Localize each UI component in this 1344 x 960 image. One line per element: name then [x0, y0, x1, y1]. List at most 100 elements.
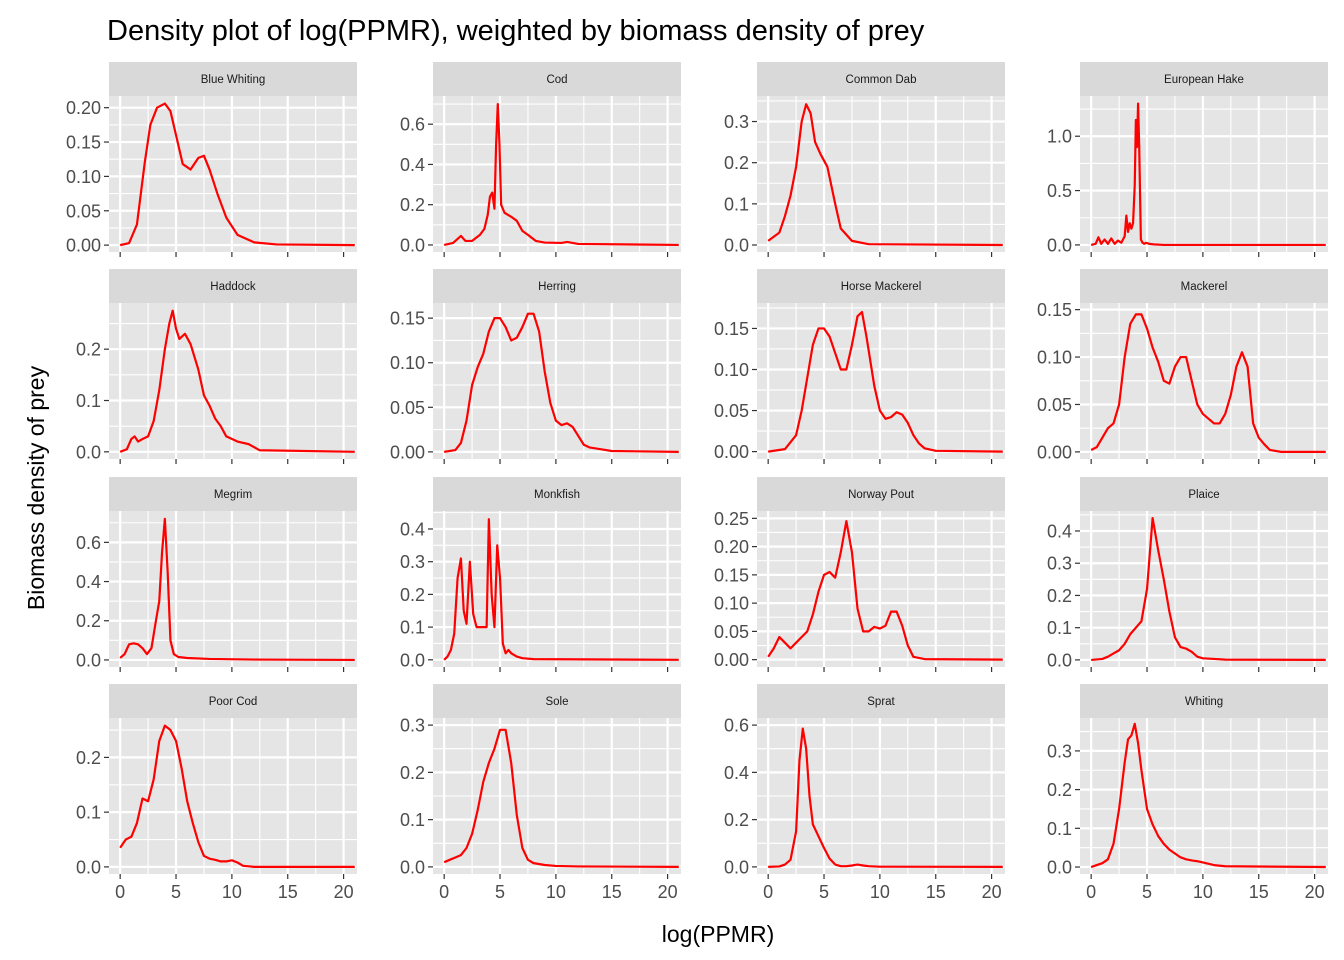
strip-plaice [1080, 477, 1328, 511]
strip-label-mackerel: Mackerel [1181, 281, 1228, 293]
y-tick-label: 0.0 [76, 857, 101, 877]
strip-label-norway-pout: Norway Pout [848, 489, 915, 501]
grid-mackerel [1080, 303, 1328, 459]
y-tick-label: 0.0 [400, 857, 425, 877]
strip-label-megrim: Megrim [214, 489, 252, 501]
y-tick-label: 0.2 [724, 153, 749, 173]
x-tick-label: 10 [1193, 882, 1213, 902]
density-line-whiting [1090, 722, 1326, 869]
grid-common-dab [757, 96, 1005, 252]
y-tick-label: 0.15 [1037, 300, 1072, 320]
x-tick-label: 15 [926, 882, 946, 902]
grid-cod [433, 96, 681, 252]
y-tick-label: 0.0 [76, 650, 101, 670]
y-tick-label: 0.2 [76, 340, 101, 360]
x-tick-label: 5 [1142, 882, 1152, 902]
y-tick-label: 0.2 [1047, 780, 1072, 800]
y-tick-label: 0.1 [400, 810, 425, 830]
strip-label-monkfish: Monkfish [534, 489, 580, 501]
strip-label-whiting: Whiting [1185, 696, 1223, 708]
x-tick-label: 20 [1305, 882, 1325, 902]
panel-background-cod [433, 96, 681, 252]
panel-background-megrim [109, 511, 357, 667]
x-tick-label: 10 [546, 882, 566, 902]
y-tick-label: 0.0 [76, 442, 101, 462]
x-tick-label: 0 [763, 882, 773, 902]
x-tick-label: 5 [819, 882, 829, 902]
y-tick-label: 0.1 [724, 194, 749, 214]
y-tick-label: 0.15 [390, 309, 425, 329]
density-line-cod [443, 102, 679, 247]
y-tick-label: 0.00 [390, 442, 425, 462]
chart-title: Density plot of log(PPMR), weighted by b… [107, 15, 925, 47]
y-tick-label: 0.3 [724, 112, 749, 132]
y-tick-label: 0.1 [76, 803, 101, 823]
panel-european-hake: European Hake 0.0 0.5 1.0 [1047, 62, 1328, 257]
x-tick-label: 20 [334, 882, 354, 902]
y-tick-label: 0.1 [76, 391, 101, 411]
strip-label-european-hake: European Hake [1164, 74, 1244, 86]
panel-background-whiting [1080, 718, 1328, 874]
x-tick-label: 5 [171, 882, 181, 902]
y-tick-label: 0.6 [400, 115, 425, 135]
density-line-herring [443, 312, 679, 453]
facet-panels: Blue Whiting0.000.050.100.150.20Cod0.00.… [66, 62, 1328, 902]
y-tick-label: 0.0 [724, 236, 749, 256]
grid-sprat [757, 718, 1005, 874]
y-tick-label: 0.00 [66, 236, 101, 256]
y-tick-label: 0.00 [1037, 442, 1072, 462]
y-tick-label: 0.05 [390, 398, 425, 418]
density-line-sprat [768, 727, 1003, 869]
strip-horse-mackerel [757, 269, 1005, 303]
x-tick-label: 0 [115, 882, 125, 902]
x-tick-label: 0 [439, 882, 449, 902]
strip-label-cod: Cod [546, 74, 567, 86]
x-tick-label: 10 [222, 882, 242, 902]
y-tick-label: 0.15 [714, 565, 749, 585]
y-tick-label: 0.15 [66, 133, 101, 153]
strip-herring [433, 269, 681, 303]
y-tick-label: 0.00 [714, 650, 749, 670]
y-tick-label: 0.10 [714, 594, 749, 614]
y-tick-label: 0.25 [714, 509, 749, 529]
strip-megrim [109, 477, 357, 511]
y-tick-label: 0.1 [1047, 618, 1072, 638]
strip-norway-pout [757, 477, 1005, 511]
x-tick-label: 15 [602, 882, 622, 902]
strip-poor-cod [109, 684, 357, 718]
panel-background-european-hake [1080, 96, 1328, 252]
strip-common-dab [757, 62, 1005, 96]
y-tick-label: 0.10 [714, 360, 749, 380]
y-tick-label: 0.0 [724, 857, 749, 877]
grid-blue-whiting [109, 96, 357, 252]
grid-plaice [1080, 511, 1328, 667]
panel-poor-cod: Poor Cod 0.0 0.1 0.2 0 5 10 15 20 [76, 684, 357, 902]
strip-label-haddock: Haddock [210, 281, 256, 293]
panel-plaice: Plaice 0.0 0.1 0.2 0.3 0.4 [1047, 477, 1328, 672]
strip-label-common-dab: Common Dab [846, 74, 917, 86]
y-tick-label: 0.0 [1047, 858, 1072, 878]
y-tick-label: 0.2 [724, 810, 749, 830]
y-tick-label: 0.15 [714, 319, 749, 339]
panel-cod: Cod 0.0 0.2 0.4 0.6 [400, 62, 681, 257]
panel-background-herring [433, 303, 681, 459]
panel-sole: Sole 0.0 0.1 0.2 0.3 0 5 10 15 20 [400, 684, 681, 902]
y-tick-label: 0.20 [714, 537, 749, 557]
strip-label-herring: Herring [538, 281, 576, 293]
density-line-poor-cod [119, 724, 355, 868]
grid-norway-pout [757, 511, 1005, 667]
y-axis-label: Biomass density of prey [23, 365, 49, 610]
x-tick-label: 5 [495, 882, 505, 902]
x-tick-label: 20 [982, 882, 1002, 902]
y-tick-label: 0.3 [1047, 741, 1072, 761]
panel-norway-pout: Norway Pout 0.00 0.05 0.10 0.15 0.20 0.25 [714, 477, 1005, 672]
x-tick-label: 20 [658, 882, 678, 902]
panel-background-haddock [109, 303, 357, 459]
y-tick-label: 0.3 [1047, 554, 1072, 574]
strip-haddock [109, 269, 357, 303]
y-tick-label: 0.4 [400, 155, 425, 175]
strip-label-plaice: Plaice [1188, 489, 1219, 501]
density-line-common-dab [767, 103, 1003, 247]
density-line-norway-pout [767, 520, 1003, 661]
